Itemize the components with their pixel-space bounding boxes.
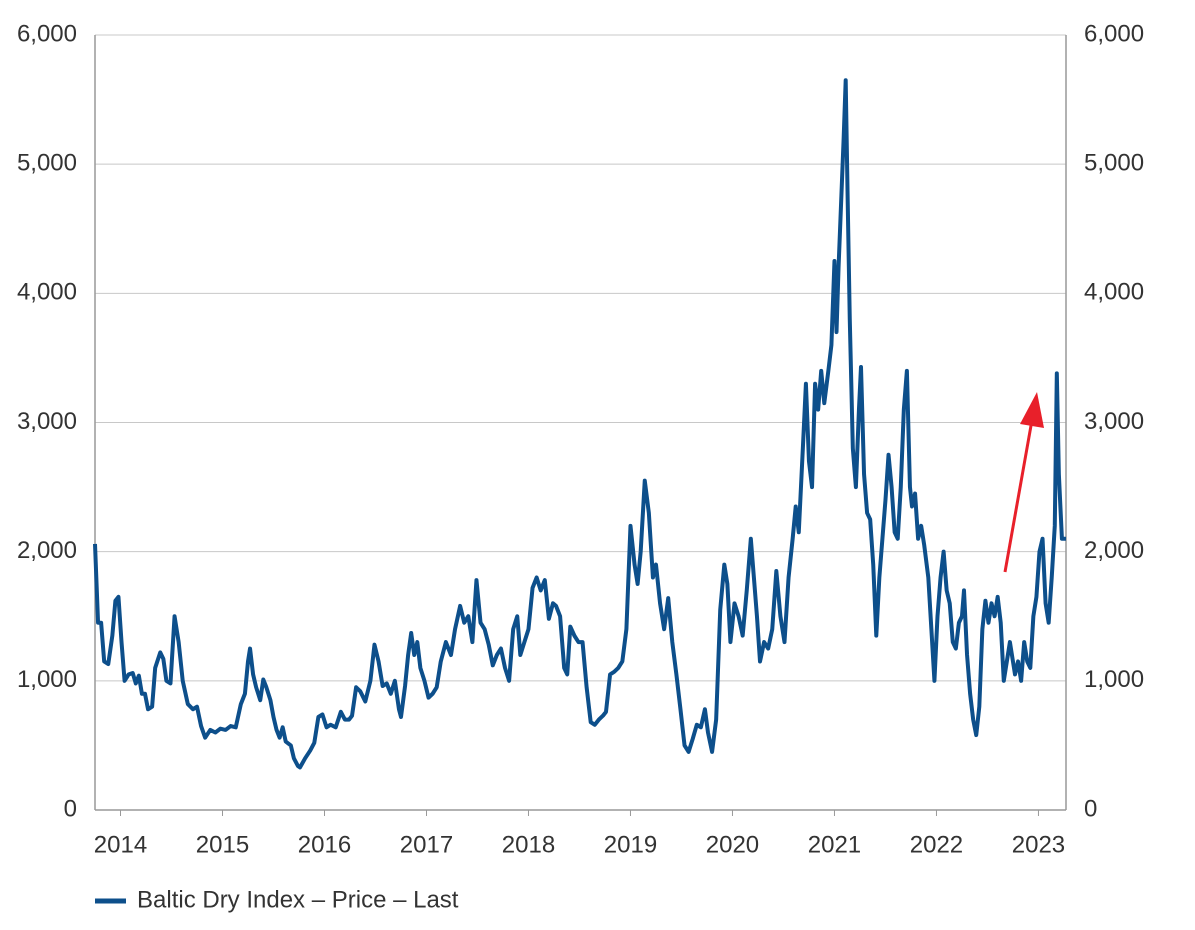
x-tick-label: 2023 xyxy=(1012,831,1065,858)
y2-tick-label: 5,000 xyxy=(1084,150,1144,177)
legend-label: Baltic Dry Index – Price – Last xyxy=(137,886,459,913)
y-tick-label: 2,000 xyxy=(17,537,77,564)
y2-tick-label: 2,000 xyxy=(1084,537,1144,564)
y2-tick-label: 4,000 xyxy=(1084,279,1144,306)
x-tick-label: 2022 xyxy=(910,831,963,858)
y2-tick-label: 3,000 xyxy=(1084,408,1144,435)
y-tick-label: 4,000 xyxy=(17,279,77,306)
arrow-head xyxy=(1020,392,1044,428)
x-tick-label: 2015 xyxy=(196,831,249,858)
x-tick-label: 2021 xyxy=(808,831,861,858)
x-tick-label: 2017 xyxy=(400,831,453,858)
y2-tick-label: 1,000 xyxy=(1084,666,1144,693)
trend-arrow xyxy=(1003,419,1034,573)
data-line xyxy=(93,78,1066,770)
x-tick-label: 2019 xyxy=(604,831,657,858)
y-tick-label: 0 xyxy=(64,795,77,822)
y-tick-label: 3,000 xyxy=(17,408,77,435)
x-tick-label: 2016 xyxy=(298,831,351,858)
x-tick-label: 2018 xyxy=(502,831,555,858)
y-tick-label: 1,000 xyxy=(17,666,77,693)
y2-tick-label: 6,000 xyxy=(1084,20,1144,47)
x-tick-label: 2014 xyxy=(94,831,147,858)
x-tick-label: 2020 xyxy=(706,831,759,858)
y2-tick-label: 0 xyxy=(1084,795,1097,822)
y-tick-label: 6,000 xyxy=(17,20,77,47)
y-tick-label: 5,000 xyxy=(17,150,77,177)
